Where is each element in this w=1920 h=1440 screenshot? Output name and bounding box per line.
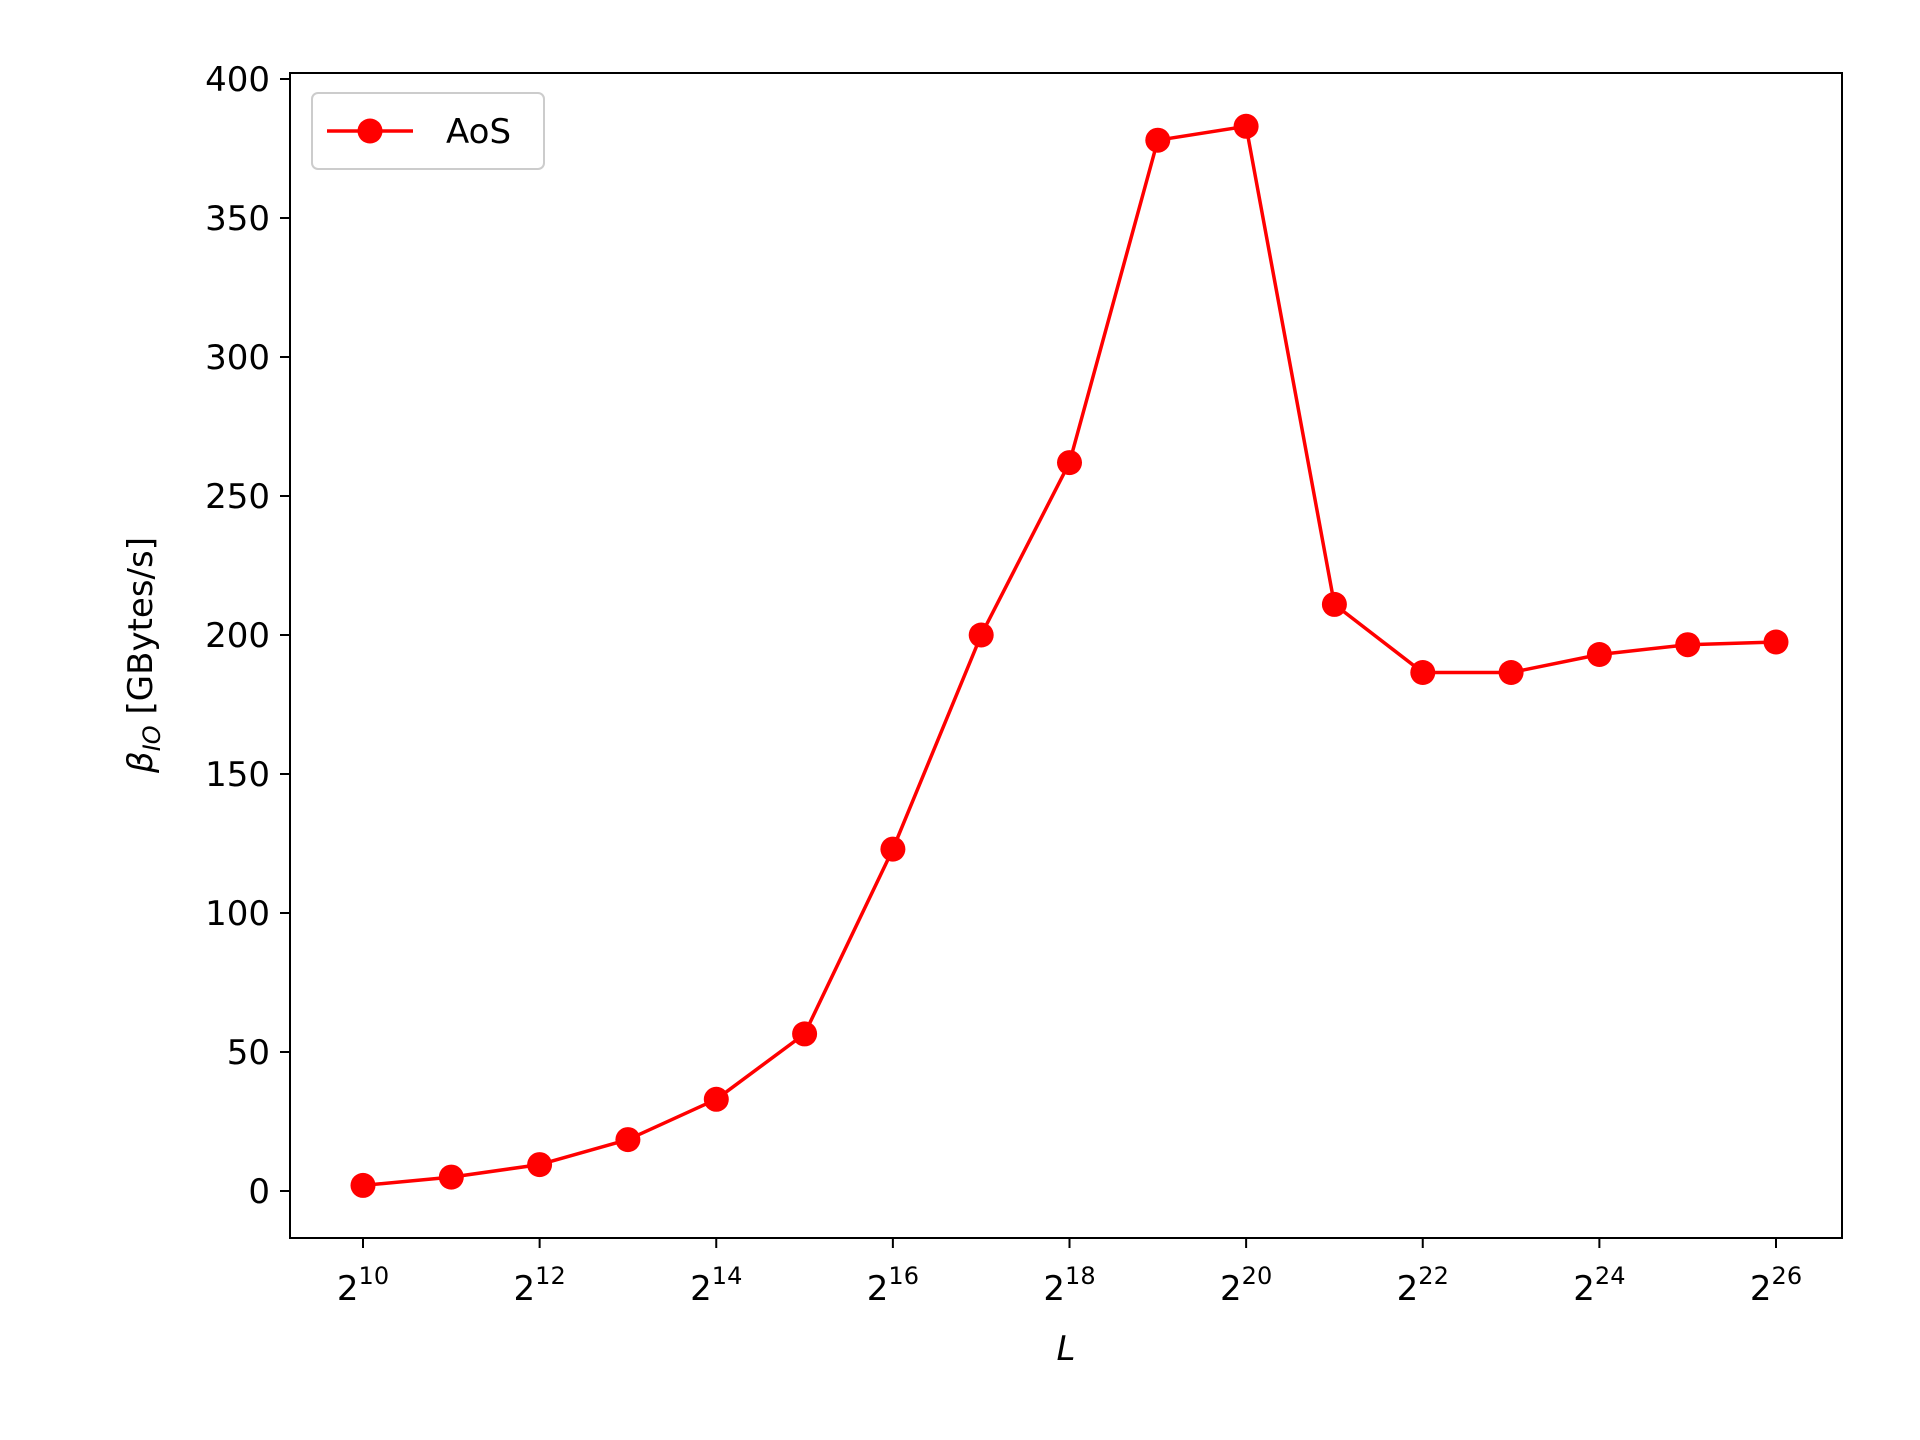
y-tick-label: 150 (205, 755, 270, 795)
data-point-aos-2e24 (1586, 642, 1612, 667)
y-tick-label: 250 (205, 477, 270, 517)
legend-box (311, 92, 545, 170)
data-point-aos-2e22 (1410, 660, 1436, 685)
data-point-aos-2e13 (615, 1127, 641, 1153)
x-tick-label: 210 (337, 1262, 389, 1309)
y-tick-label: 400 (205, 60, 270, 100)
y-tick-label: 200 (205, 616, 270, 656)
y-tick-label: 300 (205, 338, 270, 378)
data-point-aos-2e11 (438, 1164, 464, 1190)
y-tick-label: 50 (227, 1033, 270, 1073)
x-tick-label: 220 (1220, 1262, 1272, 1309)
data-point-aos-2e19 (1145, 127, 1171, 153)
x-axis-label: L (1057, 1329, 1076, 1369)
data-point-aos-2e10 (350, 1172, 376, 1198)
y-axis-label-unit: [GBytes/s] (121, 537, 161, 725)
x-tick-label: 224 (1573, 1262, 1625, 1309)
data-point-aos-2e16 (880, 836, 906, 862)
y-tick-label: 350 (205, 199, 270, 239)
x-tick-label: 218 (1043, 1262, 1095, 1309)
x-tick-label: 214 (690, 1262, 742, 1309)
plot-data (350, 113, 1789, 1198)
data-point-aos-2e18 (1057, 450, 1082, 476)
y-tick-label: 0 (248, 1172, 270, 1212)
x-tick-label: 226 (1750, 1262, 1802, 1309)
y-axis-label-symbol: β (121, 751, 161, 774)
x-tick-label: 222 (1397, 1262, 1449, 1309)
legend-label-aos: AoS (446, 112, 511, 152)
data-point-aos-2e23 (1498, 660, 1524, 685)
data-point-aos-2e26 (1763, 629, 1789, 655)
data-point-aos-2e25 (1675, 632, 1701, 658)
legend-marker-swatch (357, 118, 383, 144)
y-axis-label-subscript: IO (138, 725, 166, 751)
legend: AoS (311, 92, 545, 170)
data-point-aos-2e17 (968, 622, 994, 648)
plot-frame (289, 72, 1843, 1239)
x-axis: 210 212 214 216 218 220 222 224 226 (337, 1238, 1802, 1309)
data-point-aos-2e21 (1321, 591, 1347, 617)
data-point-aos-2e14 (703, 1086, 729, 1112)
x-tick-label: 212 (514, 1262, 566, 1309)
y-tick-label: 100 (205, 894, 270, 934)
x-tick-label: 216 (867, 1262, 919, 1309)
data-point-aos-2e20 (1233, 113, 1259, 139)
y-axis-label: βIO [GBytes/s] (121, 537, 166, 774)
data-point-aos-2e12 (527, 1152, 553, 1178)
data-point-aos-2e15 (792, 1021, 818, 1047)
y-axis: 0 50 100 150 200 250 300 350 400 (205, 60, 290, 1212)
